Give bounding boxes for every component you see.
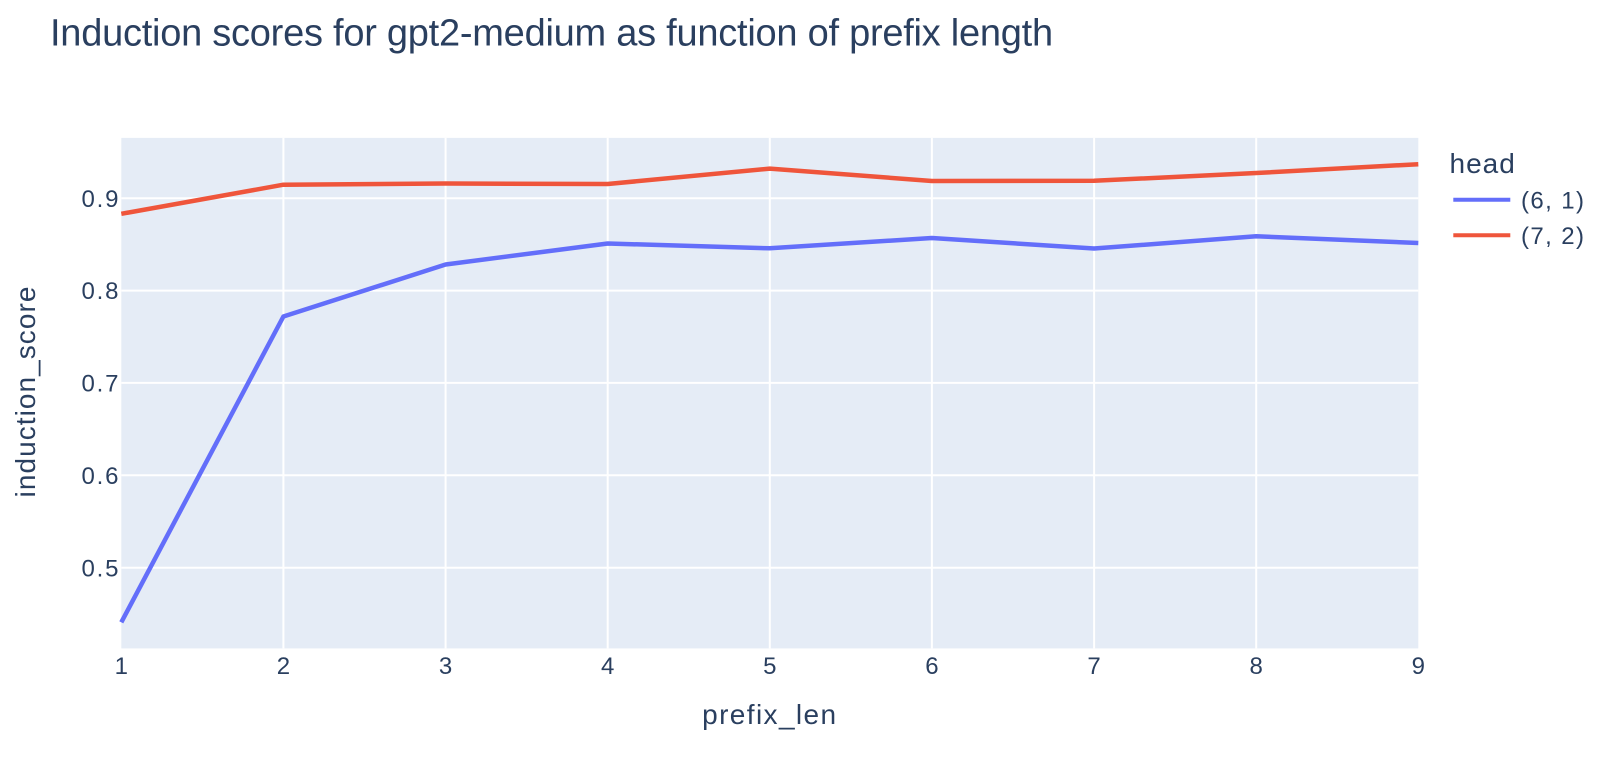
svg-text:3: 3 [439,653,452,680]
svg-text:0.8: 0.8 [82,278,121,305]
svg-text:Induction scores for gpt2-medi: Induction scores for gpt2-medium as func… [50,13,1053,55]
svg-text:1: 1 [115,653,128,680]
svg-text:0.6: 0.6 [82,463,121,490]
svg-text:(6, 1): (6, 1) [1521,187,1585,214]
svg-text:7: 7 [1087,653,1100,680]
svg-text:8: 8 [1250,653,1263,680]
svg-text:head: head [1450,148,1516,179]
svg-text:5: 5 [763,653,776,680]
svg-text:4: 4 [601,653,614,680]
svg-text:prefix_len: prefix_len [702,699,837,730]
svg-text:0.9: 0.9 [82,186,121,213]
svg-text:induction_score: induction_score [10,286,41,498]
svg-text:0.7: 0.7 [82,371,121,398]
svg-text:2: 2 [277,653,290,680]
svg-text:(7, 2): (7, 2) [1521,223,1585,250]
svg-text:9: 9 [1412,653,1425,680]
svg-text:6: 6 [925,653,938,680]
svg-text:0.5: 0.5 [82,555,121,582]
